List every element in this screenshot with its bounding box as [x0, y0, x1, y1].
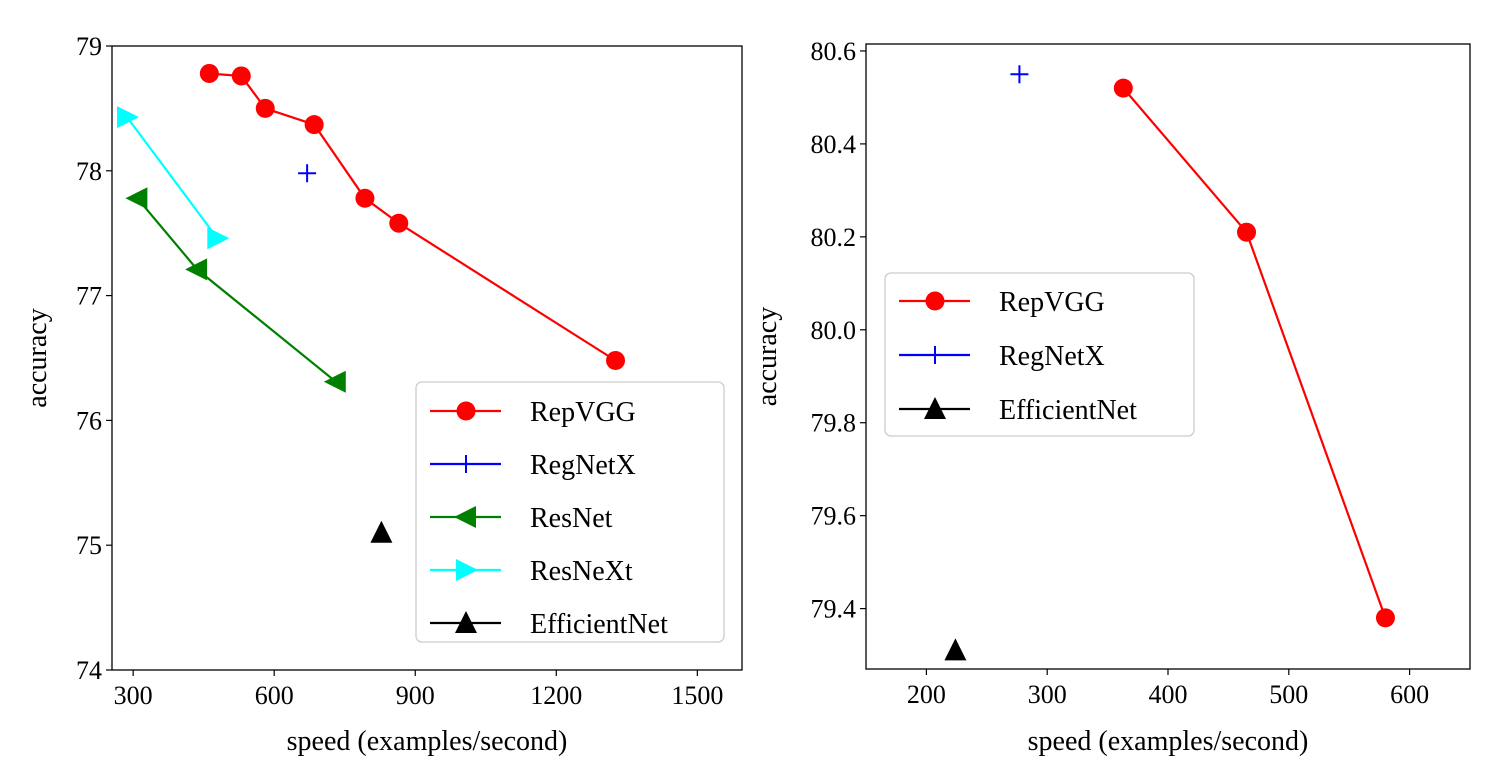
y-axis-label: accuracy	[22, 308, 53, 407]
legend-label: RegNetX	[999, 341, 1105, 372]
legend-item-efficientnet: EfficientNet	[899, 395, 1137, 426]
chart-1: 300 600 900 1200 1500 74 75 76 77 78 79 speed (exam…	[22, 32, 743, 757]
x-tick-label: 600	[1390, 680, 1429, 709]
data-point	[125, 187, 148, 210]
legend-item-regnetx: RegNetX	[430, 450, 636, 481]
legend-marker	[924, 397, 946, 419]
legend-item-repvgg: RepVGG	[430, 397, 636, 428]
y-tick-label: 79	[76, 32, 102, 61]
legend-frame	[415, 381, 725, 643]
y-tick-label: 79.8	[811, 409, 857, 438]
data-point	[1375, 608, 1395, 628]
series-regnetx	[298, 164, 317, 183]
data-point	[1237, 222, 1257, 242]
series-line	[126, 116, 219, 239]
legend-item-repvgg: RepVGG	[899, 287, 1105, 318]
legend-label: ResNeXt	[530, 556, 633, 587]
series-efficientnet	[944, 638, 967, 661]
y-tick-label: 78	[76, 157, 102, 186]
y-tick-label: 80.0	[811, 316, 857, 345]
legend-item-resnext: ResNeXt	[430, 556, 633, 587]
axes-frame	[111, 45, 743, 671]
data-point	[185, 258, 208, 281]
legend: RepVGG RegNetX ResNet ResNeXt EfficientNet	[415, 381, 725, 643]
legend-marker	[454, 506, 476, 528]
chart-2: 200 300 400 500 600 79.4 79.6 79.8 80.0 80.2 80.4 8…	[752, 37, 1471, 757]
legend-item-efficientnet: EfficientNet	[430, 609, 668, 640]
legend-marker	[457, 455, 475, 473]
x-tick-label: 300	[1028, 680, 1067, 709]
data-point	[389, 213, 409, 233]
data-point	[355, 188, 375, 208]
y-tick-label: 76	[76, 406, 102, 435]
data-point	[199, 63, 219, 83]
data-point	[117, 106, 140, 129]
y-tick-label: 74	[76, 656, 102, 685]
legend-marker	[926, 346, 944, 364]
legend-label: RegNetX	[530, 450, 636, 481]
legend: RepVGG RegNetX EfficientNet	[884, 272, 1195, 437]
x-tick-label: 1200	[530, 681, 582, 710]
legend-label: ResNet	[530, 503, 613, 534]
legend-marker	[456, 401, 476, 421]
y-tick-label: 77	[76, 282, 102, 311]
x-tick-label: 200	[907, 680, 946, 709]
x-tick-label: 300	[114, 681, 153, 710]
y-tick-label: 79.6	[811, 502, 857, 531]
series-regnetx	[1010, 65, 1029, 84]
data-point	[1010, 65, 1029, 84]
y-tick-label: 80.6	[811, 37, 857, 66]
series-line	[209, 72, 617, 362]
legend-label: RepVGG	[999, 287, 1105, 318]
series-resnext	[117, 106, 230, 250]
data-point	[231, 66, 251, 86]
legend-frame	[884, 272, 1195, 437]
data-point	[606, 350, 626, 370]
series-repvgg	[199, 63, 626, 370]
y-tick-label: 80.4	[811, 130, 857, 159]
series-resnet	[125, 187, 346, 393]
data-point	[255, 98, 275, 118]
legend-marker	[455, 611, 477, 633]
y-tick-label: 79.4	[811, 595, 857, 624]
legend-item-regnetx: RegNetX	[899, 341, 1105, 372]
x-tick-label: 600	[255, 681, 294, 710]
x-tick-label: 400	[1149, 680, 1188, 709]
x-tick-label: 500	[1269, 680, 1308, 709]
x-tick-label: 900	[396, 681, 435, 710]
data-point	[370, 520, 393, 543]
legend-label: EfficientNet	[999, 395, 1137, 426]
series-line	[136, 197, 337, 383]
x-axis-label: speed (examples/second)	[287, 726, 568, 757]
x-tick-label: 1500	[671, 681, 723, 710]
y-tick-label: 80.2	[811, 223, 857, 252]
x-axis-label: speed (examples/second)	[1028, 726, 1309, 757]
series-repvgg	[1113, 78, 1395, 628]
data-point	[1113, 78, 1133, 98]
y-tick-label: 75	[76, 531, 102, 560]
series-efficientnet	[370, 520, 393, 543]
legend-label: RepVGG	[530, 397, 636, 428]
data-point	[304, 115, 324, 135]
y-axis-label: accuracy	[752, 307, 783, 406]
data-point	[298, 164, 317, 183]
data-point	[207, 227, 230, 250]
legend-marker	[925, 291, 945, 311]
legend-marker	[456, 559, 478, 581]
legend-label: EfficientNet	[530, 609, 668, 640]
data-point	[323, 370, 346, 393]
legend-item-resnet: ResNet	[430, 503, 613, 534]
data-point	[944, 638, 967, 661]
